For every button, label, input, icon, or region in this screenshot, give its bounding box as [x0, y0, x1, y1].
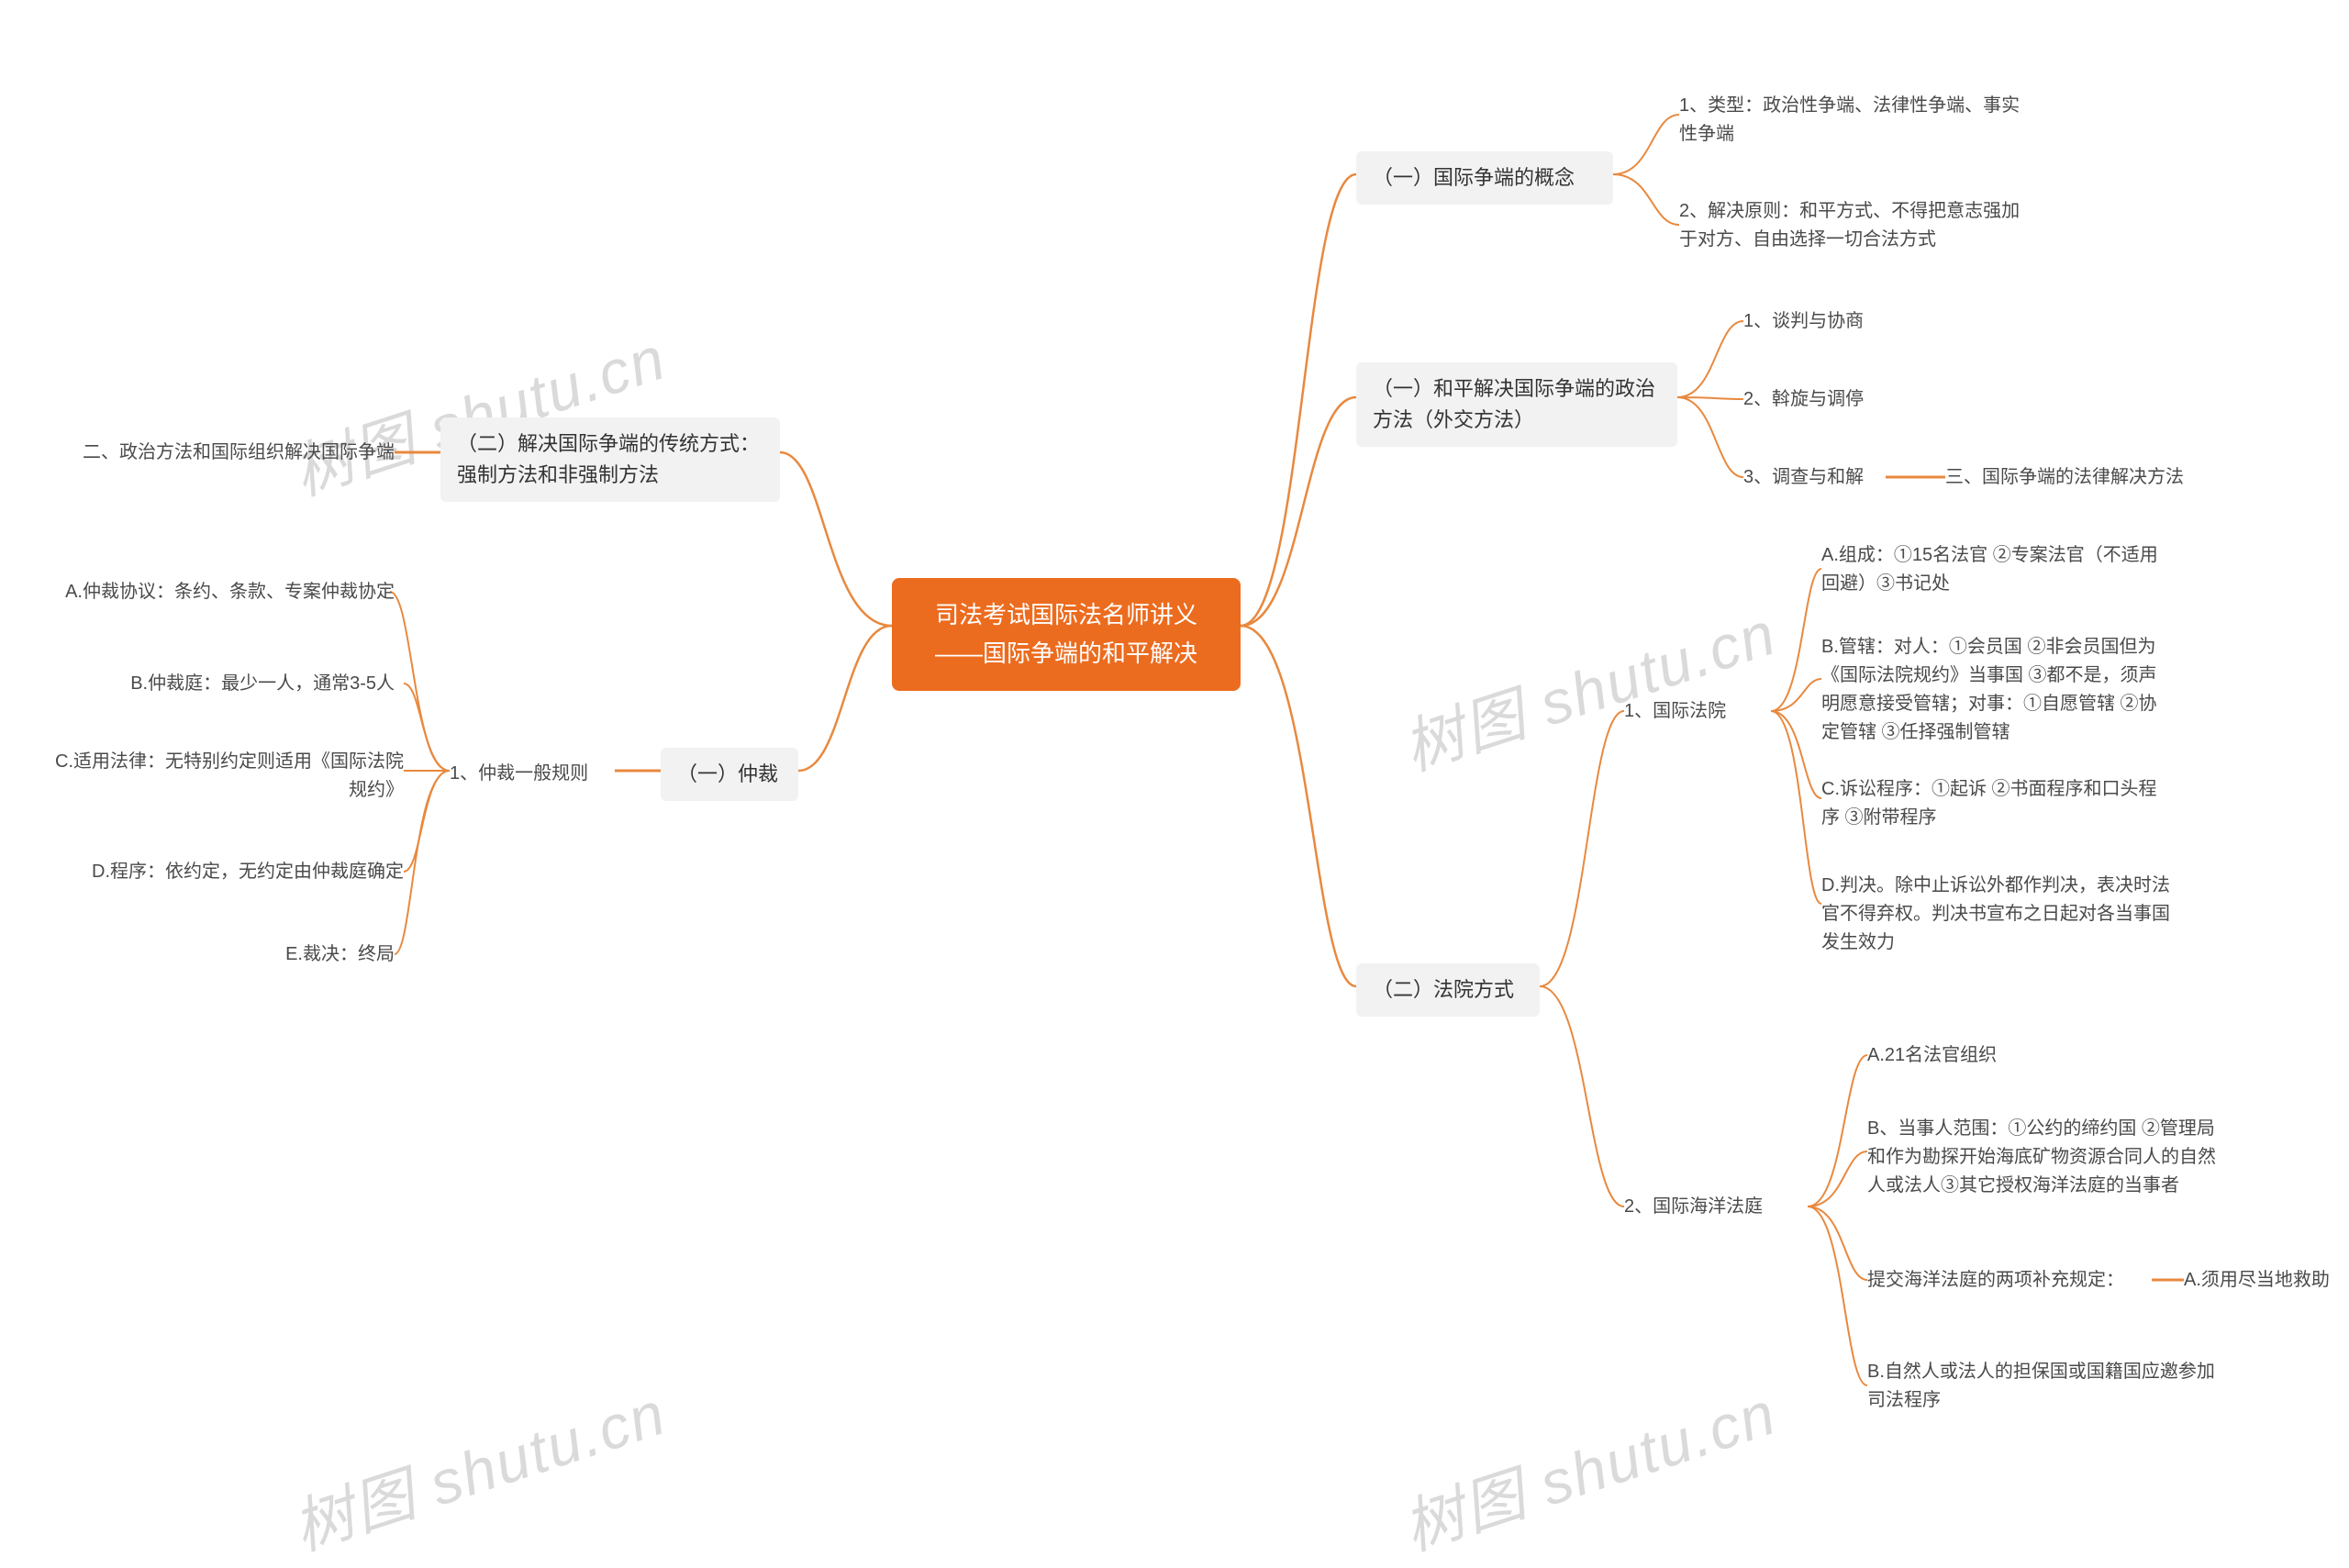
leaf-political-intl: 二、政治方法和国际组织解决国际争端: [55, 439, 395, 467]
node-itlos: 2、国际海洋法庭: [1624, 1193, 1763, 1221]
leaf-itlos-c-r: A.须用尽当地救助: [2184, 1266, 2330, 1295]
leaf-legal-methods: 三、国际争端的法律解决方法: [1945, 463, 2184, 492]
node-arb-rules: 1、仲裁一般规则: [450, 760, 588, 788]
node-icj: 1、国际法院: [1624, 697, 1726, 726]
leaf-mediation: 2、斡旋与调停: [1743, 385, 1864, 414]
root-line2: ——国际争端的和平解决: [935, 639, 1197, 667]
leaf-icj-a: A.组成：①15名法官 ②专案法官（不适用回避）③书记处: [1821, 541, 2170, 598]
leaf-inquiry: 3、调查与和解: [1743, 463, 1864, 492]
left-box-traditional: （二）解决国际争端的传统方式：强制方法和非强制方法: [440, 417, 780, 502]
leaf-itlos-c: 提交海洋法庭的两项补充规定：: [1867, 1266, 2124, 1295]
leaf-itlos-a: A.21名法官组织: [1867, 1041, 1997, 1070]
leaf-arb-a: A.仲裁协议：条约、条款、专案仲裁协定: [55, 578, 395, 606]
root-node: 司法考试国际法名师讲义 ——国际争端的和平解决: [892, 578, 1241, 691]
leaf-negotiation: 1、谈判与协商: [1743, 307, 1864, 336]
watermark: 树图 shutu.cn: [1390, 1364, 1786, 1568]
leaf-arb-c: C.适用法律：无特别约定则适用《国际法院规约》: [55, 748, 404, 805]
leaf-types: 1、类型：政治性争端、法律性争端、事实性争端: [1679, 92, 2028, 149]
leaf-icj-c: C.诉讼程序：①起诉 ②书面程序和口头程序 ③附带程序: [1821, 775, 2170, 832]
leaf-arb-e: E.裁决：终局: [275, 940, 395, 969]
watermark: 树图 shutu.cn: [1390, 584, 1786, 788]
right-box-court: （二）法院方式: [1356, 963, 1540, 1017]
leaf-principles: 2、解决原则：和平方式、不得把意志强加于对方、自由选择一切合法方式: [1679, 197, 2028, 254]
leaf-icj-d: D.判决。除中止诉讼外都作判决，表决时法官不得弃权。判决书宣布之日起对各当事国发…: [1821, 872, 2170, 957]
leaf-arb-d: D.程序：依约定，无约定由仲裁庭确定: [92, 858, 404, 886]
leaf-itlos-b: B、当事人范围：①公约的缔约国 ②管理局和作为勘探开始海底矿物资源合同人的自然人…: [1867, 1115, 2216, 1200]
right-box-political: （一）和平解决国际争端的政治方法（外交方法）: [1356, 362, 1677, 447]
left-box-arbitration: （一）仲裁: [661, 748, 798, 801]
watermark: 树图 shutu.cn: [280, 1364, 675, 1568]
right-box-concept: （一）国际争端的概念: [1356, 151, 1613, 205]
leaf-icj-b: B.管辖：对人：①会员国 ②非会员国但为《国际法院规约》当事国 ③都不是，须声明…: [1821, 633, 2170, 747]
root-line1: 司法考试国际法名师讲义: [935, 601, 1197, 628]
leaf-itlos-d: B.自然人或法人的担保国或国籍国应邀参加司法程序: [1867, 1358, 2216, 1415]
leaf-arb-b: B.仲裁庭：最少一人，通常3-5人: [119, 670, 395, 698]
